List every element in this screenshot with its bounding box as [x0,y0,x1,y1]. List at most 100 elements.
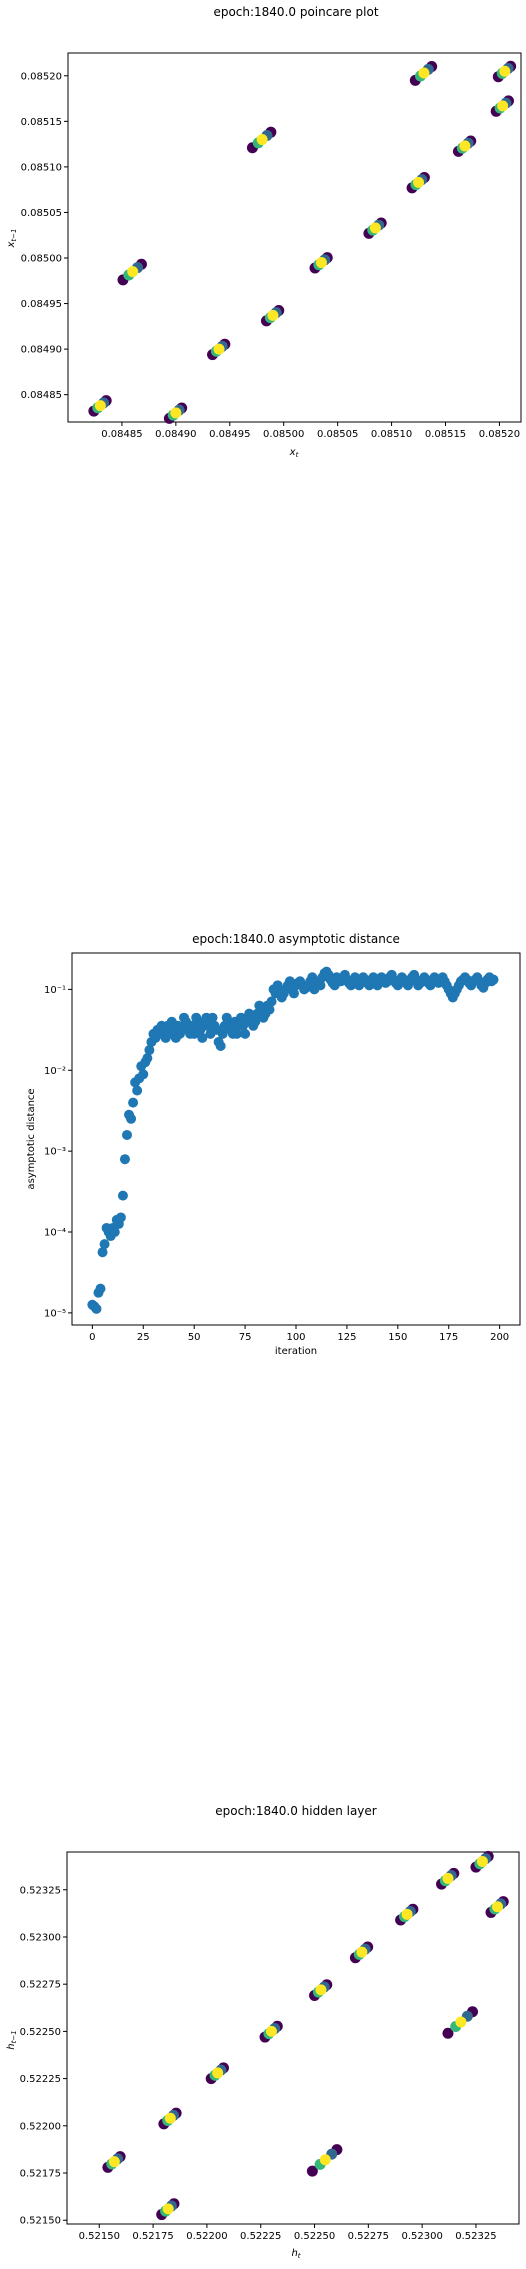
scatter-point [418,67,430,79]
x-tick-label: 0.52250 [294,2231,335,2242]
x-tick-label: 100 [286,1332,305,1343]
asymptotic-plot-title: epoch:1840.0 asymptotic distance [192,932,400,946]
scatter-point [315,257,327,269]
scatter-point [127,266,139,278]
asymptotic-y-ticks: 10⁻⁵ 10⁻⁴ 10⁻³ 10⁻² 10⁻¹ [44,985,72,1319]
scatter-point [119,1154,130,1165]
scatter-point [455,2016,467,2028]
y-tick-label: 10⁻⁴ [44,1228,66,1239]
scatter-point [288,988,299,999]
y-tick-label: 10⁻³ [44,1147,66,1158]
x-tick-label: 50 [188,1332,201,1343]
x-tick-label: 0.52200 [186,2231,227,2242]
asymptotic-x-axis-label: iteration [275,1346,317,1357]
x-tick-label: 200 [490,1332,509,1343]
scatter-point [306,2165,318,2177]
x-tick-label: 0.08520 [479,429,520,440]
x-tick-label: 75 [239,1332,252,1343]
scatter-point [144,1045,155,1056]
scatter-point [497,100,509,112]
scatter-point [164,2112,176,2124]
x-tick-label: 175 [439,1332,458,1343]
x-tick-label: 0.52150 [79,2231,120,2242]
scatter-point [265,2025,277,2037]
poincare-points [88,60,517,424]
y-tick-label: 0.08500 [21,254,62,265]
hidden-layer-plot: epoch:1840.0 hidden layer 0.52150 0.52175… [6,1804,520,2260]
y-tick-label: 0.08520 [21,71,62,82]
scatter-point [315,1984,327,1996]
poincare-plot: epoch:1840.0 poincare plot 0.08485 0.0849… [6,5,522,459]
hidden-plot-frame [66,1851,520,2225]
x-tick-label: 0.08505 [317,429,358,440]
scatter-point [442,1872,454,1884]
scatter-point [94,400,106,412]
scatter-point [401,1908,413,1920]
scatter-point [476,1855,488,1867]
scatter-point [213,343,225,355]
hidden-x-ticks: 0.52150 0.52175 0.52200 0.52225 0.52250 0.522… [79,2224,497,2242]
scatter-point [197,1032,208,1043]
scatter-point [267,309,279,321]
y-tick-label: 0.08510 [21,162,62,173]
y-tick-label: 0.52250 [20,2027,61,2038]
y-tick-label: 0.52225 [20,2074,61,2085]
y-tick-label: 0.52275 [20,1980,61,1991]
x-tick-label: 150 [388,1332,407,1343]
asymptotic-y-axis-label: asymptotic distance [26,1088,37,1189]
scatter-point [369,222,381,234]
y-tick-label: 0.52150 [20,2216,61,2227]
x-tick-label: 0.08515 [425,429,466,440]
hidden-points [102,1850,509,2221]
asymptotic-points [87,966,499,1314]
scatter-point [250,1016,261,1027]
asymptotic-plot-frame [71,952,521,1326]
scatter-point [266,996,277,1007]
x-tick-label: 0.08495 [209,429,250,440]
scatter-point [459,140,471,152]
y-tick-label: 10⁻⁵ [44,1308,66,1319]
hidden-plot-title: epoch:1840.0 hidden layer [215,1804,377,1818]
scatter-point [117,1190,128,1201]
y-tick-label: 0.52300 [20,1932,61,1943]
scatter-point [491,1901,503,1913]
hidden-y-ticks: 0.52150 0.52175 0.52200 0.52225 0.52250 0.522… [20,1885,67,2227]
scatter-point [207,1012,218,1023]
scatter-point [128,1097,139,1108]
scatter-point [231,1028,242,1039]
scatter-point [240,1028,251,1039]
y-tick-label: 0.08495 [21,299,62,310]
scatter-point [319,2154,331,2166]
y-tick-label: 0.08505 [21,208,62,219]
scatter-point [121,1129,132,1140]
asymptotic-distance-plot: epoch:1840.0 asymptotic distance 0 25 50 75… [26,932,521,1357]
x-tick-label: 0.52175 [132,2231,173,2242]
x-tick-label: 0.52275 [348,2231,389,2242]
scatter-point [212,2067,224,2079]
scatter-point [91,1303,102,1314]
x-tick-label: 0.08490 [155,429,196,440]
poincare-plot-title: epoch:1840.0 poincare plot [213,5,378,19]
scatter-point [413,176,425,188]
poincare-x-axis-label: xt [289,447,299,459]
x-tick-label: 25 [137,1332,150,1343]
scatter-point [264,1004,275,1015]
hidden-x-axis-label: ht [291,2248,300,2260]
y-tick-label: 0.52175 [20,2169,61,2180]
x-tick-label: 0.08500 [263,429,304,440]
x-tick-label: 0 [89,1332,95,1343]
x-tick-label: 0.52325 [455,2231,496,2242]
scatter-point [488,974,499,985]
scatter-point [95,1283,106,1294]
scatter-point [142,1053,153,1064]
poincare-y-axis-label: xt−1 [6,229,18,249]
scatter-point [256,134,268,146]
scatter-point [99,1239,110,1250]
poincare-y-ticks: 0.08485 0.08490 0.08495 0.08500 0.08505 0.085… [21,71,68,401]
asymptotic-x-ticks: 0 25 50 75 100 125 150 175 200 [89,1325,509,1343]
y-tick-label: 0.52200 [20,2121,61,2132]
x-tick-label: 0.52300 [401,2231,442,2242]
x-tick-label: 0.52225 [240,2231,281,2242]
scatter-point [109,1227,120,1237]
